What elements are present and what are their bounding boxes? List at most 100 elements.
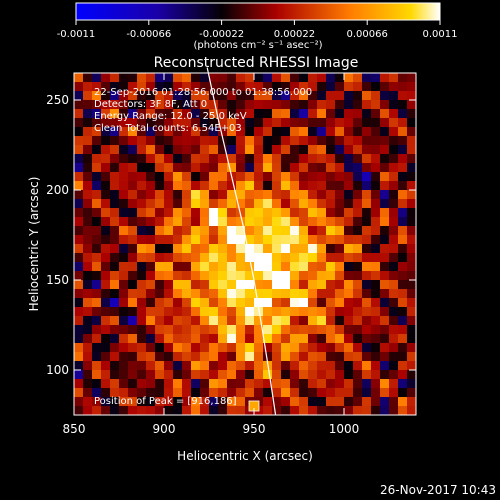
heatmap-cell	[317, 334, 327, 344]
heatmap-cell	[317, 163, 327, 173]
heatmap-cell	[317, 343, 327, 353]
heatmap-cell	[146, 217, 156, 227]
heatmap-cell	[110, 325, 120, 335]
heatmap-cell	[101, 271, 111, 281]
heatmap-cell	[389, 307, 399, 317]
heatmap-cell	[272, 370, 282, 380]
heatmap-cell	[308, 397, 318, 407]
heatmap-cell	[92, 208, 102, 218]
heatmap-cell	[371, 136, 381, 146]
heatmap-cell	[164, 361, 174, 371]
heatmap-cell	[101, 361, 111, 371]
heatmap-cell	[110, 199, 120, 209]
heatmap-cell	[299, 361, 309, 371]
heatmap-cell	[119, 181, 129, 191]
heatmap-cell	[326, 244, 336, 254]
heatmap-cell	[155, 73, 165, 83]
heatmap-cell	[218, 235, 228, 245]
heatmap-cell	[236, 280, 246, 290]
heatmap-cell	[173, 352, 183, 362]
heatmap-cell	[362, 298, 372, 308]
heatmap-cell	[137, 109, 147, 119]
heatmap-cell	[74, 388, 84, 398]
heatmap-cell	[173, 109, 183, 119]
heatmap-cell	[272, 208, 282, 218]
heatmap-cell	[101, 334, 111, 344]
heatmap-cell	[344, 253, 354, 263]
heatmap-cell	[182, 379, 192, 389]
heatmap-cell	[101, 370, 111, 380]
heatmap-cell	[353, 190, 363, 200]
heatmap-cell	[290, 289, 300, 299]
heatmap-cell	[74, 271, 84, 281]
heatmap-cell	[92, 253, 102, 263]
heatmap-cell	[398, 406, 408, 416]
colorbar: -0.0011 -0.00066 -0.00022 0.00022 0.00066 0.0…	[57, 2, 458, 51]
heatmap-cell	[317, 406, 327, 416]
heatmap-cell	[218, 316, 228, 326]
heatmap-cell	[173, 226, 183, 236]
heatmap-cell	[371, 181, 381, 191]
heatmap-cell	[209, 298, 219, 308]
heatmap-cell	[236, 298, 246, 308]
heatmap-cell	[362, 163, 372, 173]
heatmap-cell	[317, 316, 327, 326]
heatmap-cell	[344, 208, 354, 218]
heatmap-cell	[173, 307, 183, 317]
heatmap-cell	[281, 118, 291, 128]
heatmap-cell	[335, 226, 345, 236]
heatmap-cell	[182, 388, 192, 398]
heatmap-cell	[227, 226, 237, 236]
heatmap-cell	[344, 100, 354, 110]
heatmap-cell	[317, 172, 327, 182]
heatmap-cell	[218, 145, 228, 155]
heatmap-cell	[389, 343, 399, 353]
heatmap-cell	[209, 199, 219, 209]
heatmap-cell	[398, 109, 408, 119]
heatmap-cell	[254, 172, 264, 182]
heatmap-cell	[245, 388, 255, 398]
heatmap-cell	[335, 127, 345, 137]
heatmap-cell	[209, 127, 219, 137]
heatmap-cell	[200, 100, 210, 110]
heatmap-cell	[371, 172, 381, 182]
heatmap-cell	[200, 307, 210, 317]
heatmap-cell	[380, 280, 390, 290]
heatmap-cell	[353, 352, 363, 362]
heatmap-cell	[137, 397, 147, 407]
heatmap-cell	[263, 406, 273, 416]
heatmap-cell	[317, 352, 327, 362]
heatmap-cell	[371, 118, 381, 128]
heatmap-cell	[299, 136, 309, 146]
heatmap-cell	[119, 199, 129, 209]
heatmap-cell	[263, 73, 273, 83]
heatmap-cell	[209, 100, 219, 110]
heatmap-cell	[272, 397, 282, 407]
heatmap-cell	[398, 361, 408, 371]
heatmap-cell	[119, 370, 129, 380]
heatmap-cell	[209, 136, 219, 146]
heatmap-cell	[83, 181, 93, 191]
heatmap-cell	[308, 145, 318, 155]
heatmap-cell	[398, 307, 408, 317]
x-tick-label: 850	[63, 422, 86, 436]
heatmap-cell	[200, 226, 210, 236]
heatmap-cell	[218, 298, 228, 308]
heatmap-cell	[344, 343, 354, 353]
heatmap-cell	[101, 298, 111, 308]
heatmap-cell	[317, 235, 327, 245]
heatmap-cell	[128, 334, 138, 344]
heatmap-cell	[191, 325, 201, 335]
heatmap-cell	[362, 73, 372, 83]
heatmap-cell	[398, 352, 408, 362]
heatmap-cell	[263, 388, 273, 398]
heatmap-cell	[272, 343, 282, 353]
heatmap-cell	[290, 100, 300, 110]
heatmap-cell	[398, 127, 408, 137]
heatmap-cell	[218, 271, 228, 281]
heatmap-cell	[308, 316, 318, 326]
heatmap-cell	[344, 172, 354, 182]
heatmap-cell	[137, 181, 147, 191]
heatmap-cell	[326, 190, 336, 200]
heatmap-cell	[209, 181, 219, 191]
